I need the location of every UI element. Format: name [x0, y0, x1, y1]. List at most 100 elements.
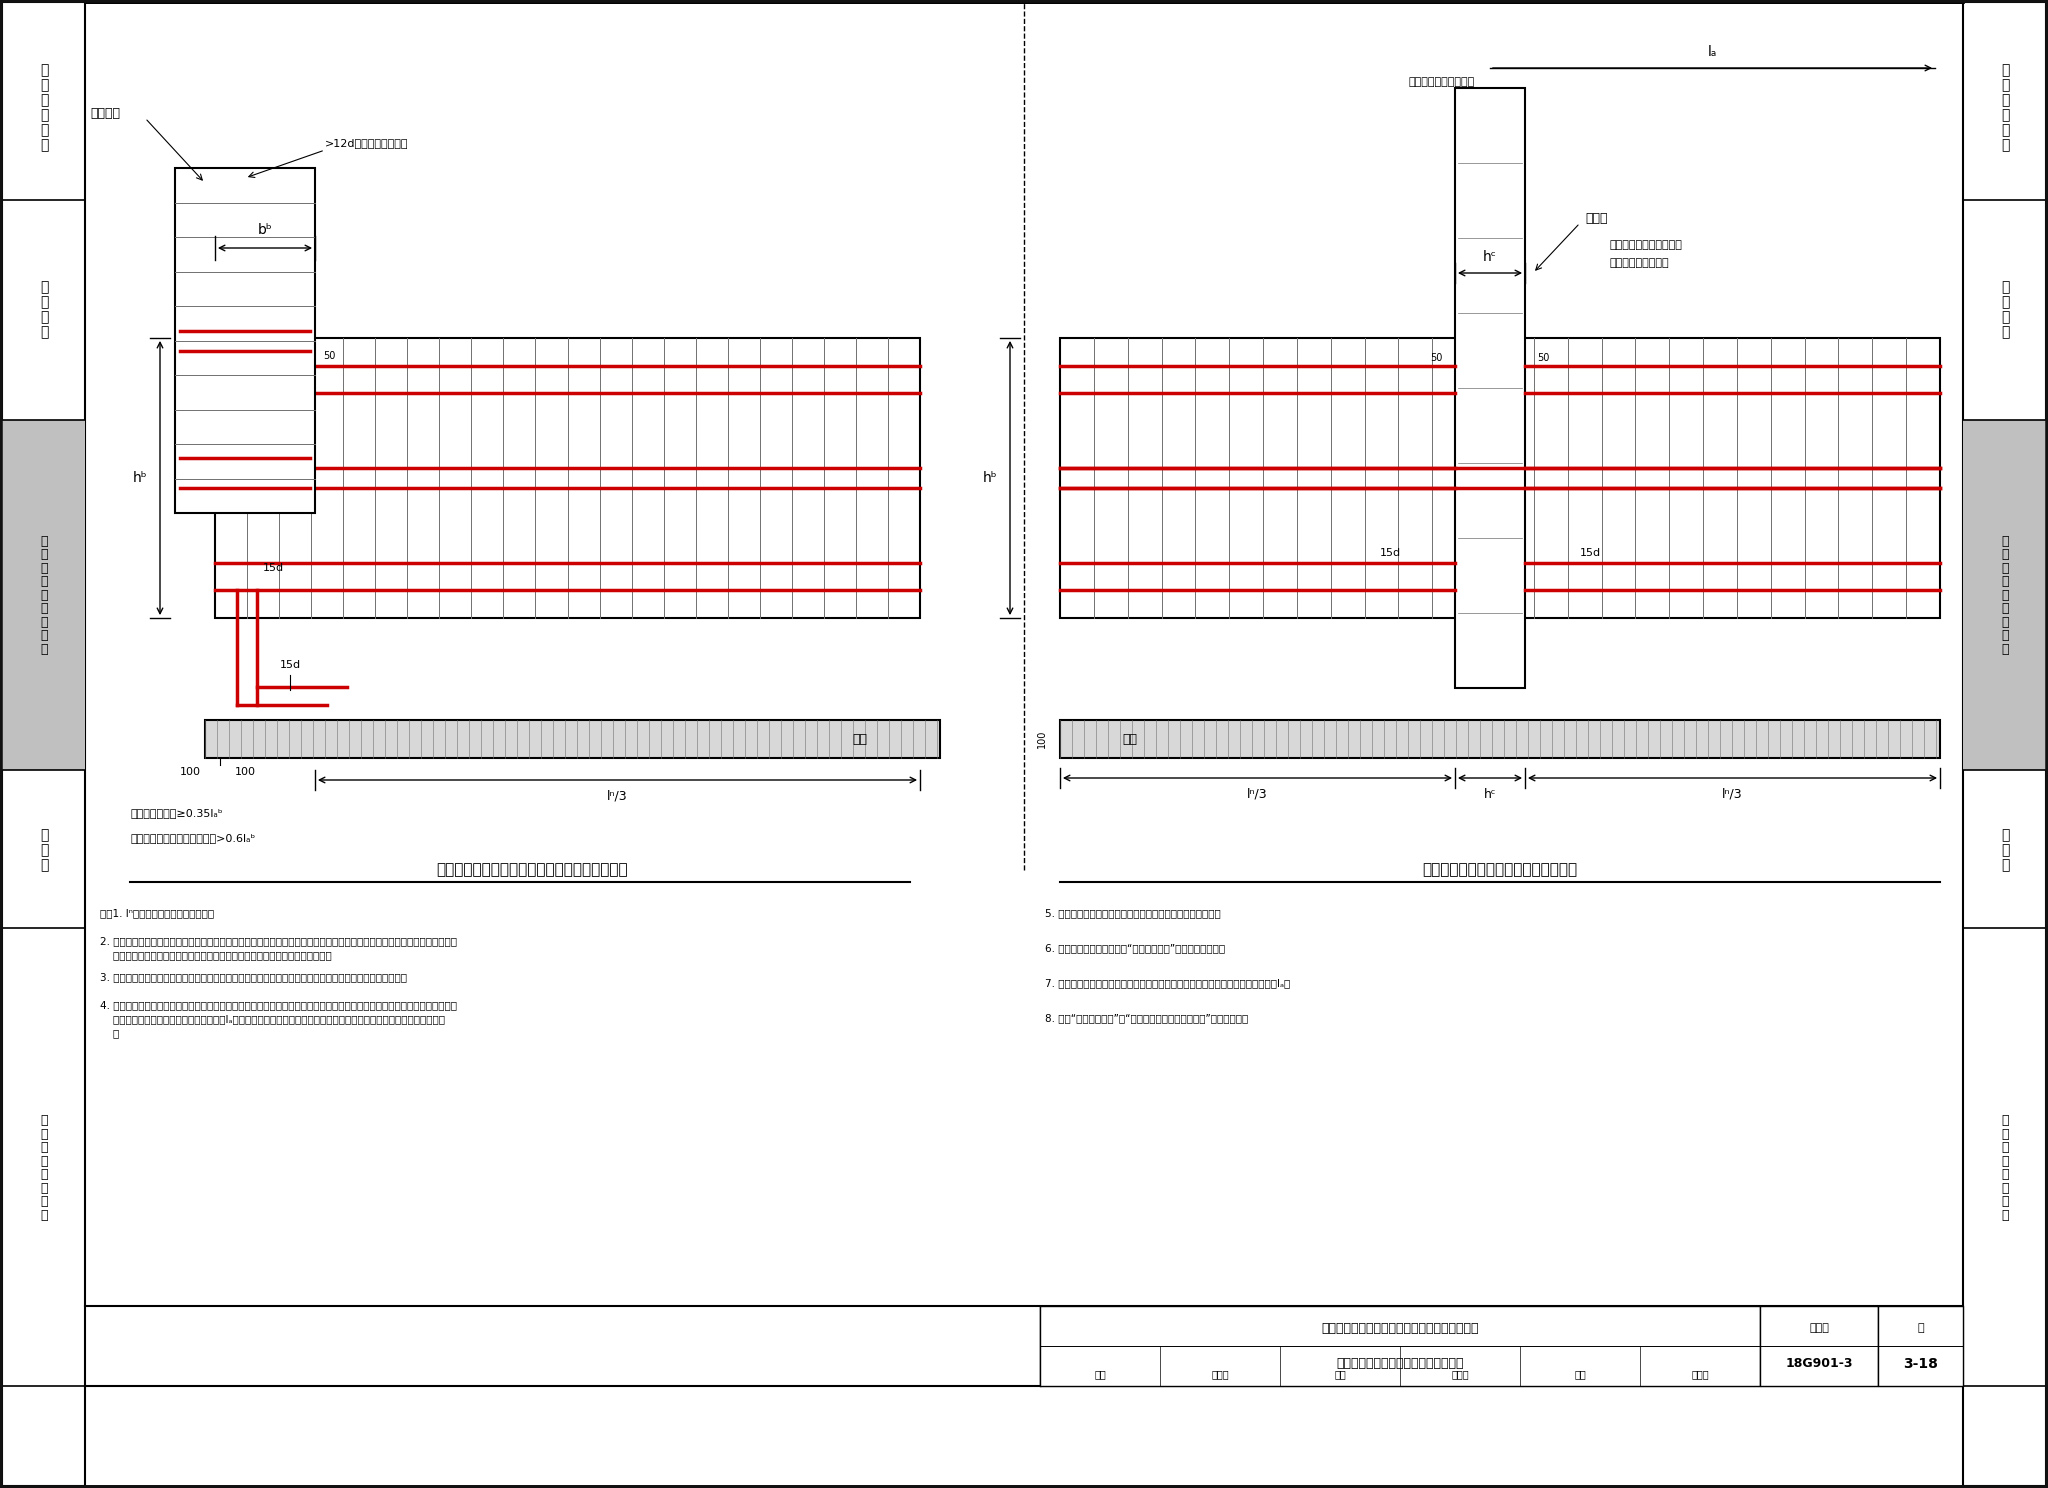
Text: 独: 独	[39, 281, 49, 295]
Text: 5. 基础梁相交处的交叉鑉筋的位置关系，应按具体设计说明。: 5. 基础梁相交处的交叉鑉筋的位置关系，应按具体设计说明。	[1044, 908, 1221, 918]
Text: 条: 条	[41, 534, 47, 548]
Text: 造: 造	[2001, 1208, 2009, 1222]
Text: lₐ: lₐ	[1708, 45, 1716, 60]
Text: 求: 求	[2001, 138, 2009, 152]
Text: 3-18: 3-18	[1903, 1357, 1937, 1370]
Text: 构: 构	[41, 1195, 47, 1208]
Text: 要: 要	[39, 124, 49, 137]
Text: 要: 要	[2001, 124, 2009, 137]
Text: 设计按铰接时：≥0.35lₐᵇ: 设计按铰接时：≥0.35lₐᵇ	[129, 808, 223, 818]
Text: 础: 础	[39, 859, 49, 872]
Text: 基础梁支座两侧无高差时钉筋排布构造: 基础梁支座两侧无高差时钉筋排布构造	[1335, 1357, 1464, 1370]
Text: 基: 基	[2001, 311, 2009, 324]
Bar	[1962, 1, 2046, 1487]
Text: 一: 一	[2001, 64, 2009, 77]
Text: 筏: 筏	[41, 603, 47, 615]
Text: 8. 图中“设计按铰接时”、“充分利用鑉筋的抗拉强度时”由设计确定。: 8. 图中“设计按铰接时”、“充分利用鑉筋的抗拉强度时”由设计确定。	[1044, 1013, 1247, 1024]
Text: 较多一侧多余的钉筋: 较多一侧多余的钉筋	[1610, 257, 1669, 268]
Text: 15d: 15d	[262, 562, 283, 573]
Text: 般: 般	[39, 79, 49, 92]
Text: 础: 础	[2001, 643, 2009, 656]
Bar	[1878, 1306, 1962, 1385]
Text: 端部无外伸基础次梁与基础梁节点钉筋排布构造: 端部无外伸基础次梁与基础梁节点钉筋排布构造	[1321, 1321, 1479, 1335]
Text: 4. 支座两侧的钉筋应协调配置。当两侧配筋直径相同而根数不同时，应将配筋小的一侧的鑉筋全部穿过支座，配筋大的一侧多余: 4. 支座两侧的钉筋应协调配置。当两侧配筋直径相同而根数不同时，应将配筋小的一侧…	[100, 1000, 457, 1010]
Text: 与: 与	[2001, 1115, 2009, 1128]
Text: 15d: 15d	[1380, 548, 1401, 558]
Text: 一: 一	[39, 64, 49, 77]
Text: 础: 础	[2001, 574, 2009, 588]
Text: 础: 础	[2001, 859, 2009, 872]
Text: 基: 基	[39, 311, 49, 324]
Text: 图集号: 图集号	[1808, 1323, 1829, 1333]
Text: 基: 基	[41, 1128, 47, 1141]
Bar	[1040, 1306, 1759, 1385]
Text: 构: 构	[39, 94, 49, 107]
Text: 形: 形	[41, 616, 47, 628]
Text: 基: 基	[39, 844, 49, 857]
Text: 形: 形	[2001, 616, 2009, 628]
Text: 。: 。	[100, 1028, 119, 1039]
Text: 基: 基	[41, 561, 47, 574]
Bar	[1061, 720, 1939, 757]
Text: 的鑉筋至少伸至柱对边内侧，锐固长度为lₐ，当柱内长度不能满足时，则将多余鑉筋伸至对侧梁内，以满足锐固长度要求: 的鑉筋至少伸至柱对边内侧，锐固长度为lₐ，当柱内长度不能满足时，则将多余鑉筋伸至…	[100, 1013, 444, 1024]
Text: hᵇ: hᵇ	[133, 472, 147, 485]
Text: lⁿ/3: lⁿ/3	[1247, 787, 1268, 801]
Text: 的: 的	[2001, 1181, 2009, 1195]
Text: 形: 形	[2001, 548, 2009, 561]
Text: 垒层: 垒层	[852, 732, 868, 745]
Bar	[1759, 1306, 1878, 1385]
Text: 桩: 桩	[2001, 827, 2009, 842]
Text: 50: 50	[1432, 353, 1444, 363]
Text: 础: 础	[41, 643, 47, 656]
Text: 独: 独	[2001, 281, 2009, 295]
Text: 筏: 筏	[2001, 603, 2009, 615]
Text: 关: 关	[41, 1168, 47, 1181]
Bar	[205, 720, 940, 757]
Bar	[1061, 338, 1939, 618]
Text: 造: 造	[2001, 109, 2009, 122]
Text: lⁿ/3: lⁿ/3	[606, 790, 629, 802]
Text: 18G901-3: 18G901-3	[1786, 1357, 1853, 1370]
Text: 无法放置。节点区域内基础主梁的筐筋设置均应满足本图集中的相关排布构造。: 无法放置。节点区域内基础主梁的筐筋设置均应满足本图集中的相关排布构造。	[100, 949, 332, 960]
Text: 造: 造	[39, 109, 49, 122]
Text: lⁿ/3: lⁿ/3	[1722, 787, 1743, 801]
Bar	[174, 168, 315, 513]
Text: 基: 基	[2001, 1128, 2009, 1141]
Text: 有: 有	[41, 1155, 47, 1168]
Text: 黄志刚: 黄志刚	[1210, 1369, 1229, 1379]
Text: 页: 页	[1917, 1323, 1923, 1333]
Text: 基: 基	[2001, 629, 2009, 641]
Bar	[2, 420, 86, 769]
Text: 基: 基	[41, 629, 47, 641]
Text: 与: 与	[41, 1115, 47, 1128]
Text: 求: 求	[39, 138, 49, 152]
Text: 注：1. lⁿ为支座两侧净跨度的较大值。: 注：1. lⁿ为支座两侧净跨度的较大值。	[100, 908, 215, 918]
Text: 与: 与	[41, 588, 47, 601]
Text: bᵇ: bᵇ	[258, 223, 272, 237]
Bar	[215, 338, 920, 618]
Text: 垒层: 垒层	[1122, 732, 1137, 745]
Text: 条: 条	[2001, 534, 2009, 548]
Bar	[1454, 88, 1526, 687]
Text: 50: 50	[324, 351, 336, 362]
Text: 赵宇宁: 赵宇宁	[1452, 1369, 1468, 1379]
Text: 桩: 桩	[39, 827, 49, 842]
Text: 础: 础	[39, 326, 49, 339]
Bar	[1962, 420, 2046, 769]
Text: 有: 有	[2001, 1155, 2009, 1168]
Text: hᵇ: hᵇ	[983, 472, 997, 485]
Text: 的: 的	[41, 1181, 47, 1195]
Text: 100: 100	[1036, 729, 1047, 748]
Text: 构: 构	[2001, 94, 2009, 107]
Text: 充分利用钉筋的抗拉强度时：>0.6lₐᵇ: 充分利用钉筋的抗拉强度时：>0.6lₐᵇ	[129, 833, 256, 844]
Text: 础: 础	[41, 1141, 47, 1155]
Text: 立: 立	[39, 296, 49, 310]
Text: 础: 础	[41, 574, 47, 588]
Text: 框架柱: 框架柱	[1585, 211, 1608, 225]
Text: 15d: 15d	[279, 661, 301, 670]
Text: 基: 基	[2001, 561, 2009, 574]
Text: >12d且至少伸至梁中线: >12d且至少伸至梁中线	[326, 138, 408, 147]
Text: 形: 形	[41, 548, 47, 561]
Text: 100: 100	[180, 766, 201, 777]
Text: 6. 柱筐筋构造详见本图集的“一般构造要求”部分的有关详图。: 6. 柱筐筋构造详见本图集的“一般构造要求”部分的有关详图。	[1044, 943, 1225, 952]
